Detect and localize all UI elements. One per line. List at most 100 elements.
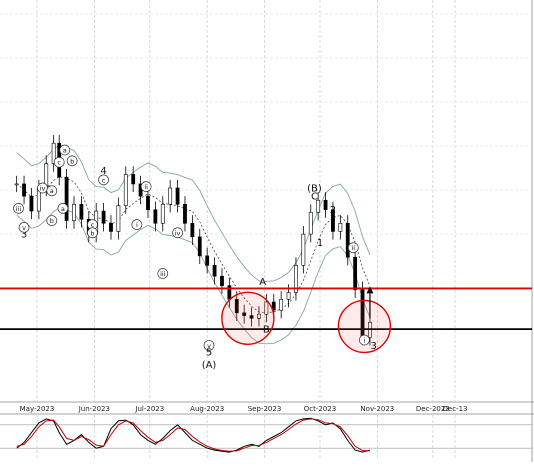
wave-label-circle bbox=[347, 242, 359, 254]
candle-body bbox=[338, 222, 343, 232]
wave-label: i bbox=[363, 337, 365, 345]
candle-body bbox=[116, 205, 121, 232]
wave-label-circle bbox=[59, 144, 71, 156]
candle-body bbox=[79, 203, 84, 220]
candle-body bbox=[197, 236, 202, 257]
candle-body bbox=[109, 222, 113, 232]
wave-label-circle bbox=[359, 334, 370, 346]
wave-label: c bbox=[91, 221, 95, 229]
wave-label: 2 bbox=[330, 205, 336, 216]
x-tick-label: Oct-2023 bbox=[304, 405, 336, 413]
x-tick-label: Dec-13 bbox=[443, 405, 468, 413]
candle-body bbox=[220, 275, 224, 287]
wave-label: b bbox=[50, 217, 54, 225]
wave-label: 3 bbox=[21, 230, 27, 241]
wave-label-circle bbox=[46, 185, 58, 197]
candle-body bbox=[22, 183, 26, 197]
candle-body bbox=[301, 233, 306, 266]
wave-label-circle bbox=[157, 268, 169, 279]
candle-body bbox=[64, 176, 69, 221]
candle-body bbox=[123, 174, 128, 206]
candle-body bbox=[323, 199, 328, 211]
wave-label: c bbox=[57, 159, 61, 167]
x-tick-label: May-2023 bbox=[20, 405, 55, 413]
wave-label-circle bbox=[98, 174, 109, 186]
candle-body bbox=[257, 313, 261, 319]
moving-average bbox=[16, 176, 371, 314]
candle-body bbox=[72, 203, 76, 221]
wave-label: 3 bbox=[370, 341, 376, 352]
wave-label-circle bbox=[57, 203, 69, 214]
candle-body bbox=[234, 298, 239, 314]
wave-label: ii bbox=[351, 244, 355, 252]
wave-label-circle bbox=[172, 227, 183, 239]
x-tick-label: Jun-2023 bbox=[78, 405, 110, 413]
wave-label-circle bbox=[46, 215, 58, 226]
wave-label: (A) bbox=[202, 360, 217, 371]
candle-body bbox=[153, 209, 158, 224]
candle-body bbox=[183, 203, 187, 224]
candle-body bbox=[14, 183, 19, 186]
candle-body bbox=[101, 210, 106, 224]
wave-label-circle bbox=[18, 222, 30, 233]
wave-label-circle bbox=[66, 155, 78, 167]
candle-body bbox=[271, 301, 276, 311]
candle-body bbox=[190, 222, 195, 238]
candle-body bbox=[175, 187, 180, 205]
wave-label: iii bbox=[160, 270, 166, 278]
candle-body bbox=[294, 265, 298, 293]
wave-label-circle bbox=[87, 227, 98, 239]
wave-label-circle bbox=[13, 203, 24, 214]
wave-label: b bbox=[90, 229, 94, 237]
wave-label: ii bbox=[144, 183, 148, 191]
wave-label: 1 bbox=[317, 238, 323, 249]
x-tick-label: Sep-2023 bbox=[248, 405, 282, 413]
wave-label: iv bbox=[40, 185, 46, 193]
candle-body bbox=[242, 312, 247, 316]
candle-body bbox=[279, 298, 284, 311]
x-tick-label: Dec-2023 bbox=[416, 405, 450, 413]
wave-label: iii bbox=[16, 205, 22, 213]
wave-label: a bbox=[50, 187, 54, 195]
candle-body bbox=[131, 174, 136, 185]
highlight-circle bbox=[221, 291, 275, 345]
wave-label: v bbox=[22, 224, 26, 232]
wave-label: C bbox=[311, 192, 318, 203]
candle-body bbox=[29, 195, 34, 212]
highlight-circle bbox=[337, 299, 392, 354]
wave-label: iv bbox=[175, 229, 181, 237]
candle-body bbox=[264, 301, 269, 315]
candle-body bbox=[205, 255, 210, 266]
oscillator-line-2 bbox=[16, 418, 370, 452]
candle-body bbox=[316, 199, 321, 213]
wave-label: A bbox=[259, 277, 266, 288]
wave-label-circle bbox=[131, 219, 143, 230]
wave-label: b bbox=[70, 157, 74, 165]
candle-body bbox=[353, 256, 358, 291]
wave-label: 5 bbox=[206, 348, 212, 359]
arrow-head bbox=[366, 286, 374, 294]
candle-body bbox=[249, 315, 254, 319]
candle-body bbox=[308, 212, 313, 235]
wave-label: a bbox=[63, 147, 67, 155]
wave-label-circle bbox=[140, 181, 152, 192]
wave-label: (B) bbox=[307, 184, 322, 195]
wave-label: i bbox=[136, 221, 138, 229]
wave-label: B bbox=[263, 325, 270, 336]
candle-body bbox=[160, 203, 165, 224]
wave-label: c bbox=[102, 176, 106, 184]
wave-label-circle bbox=[53, 156, 65, 168]
candle-body bbox=[286, 292, 291, 300]
candle-body bbox=[345, 222, 350, 258]
wave-label-circle bbox=[203, 340, 215, 351]
candle-body bbox=[331, 209, 335, 232]
candle-body bbox=[146, 195, 150, 211]
x-tick-label: Aug-2023 bbox=[190, 405, 224, 413]
candle-body bbox=[51, 142, 56, 164]
x-tick-label: Jul-2023 bbox=[134, 405, 164, 413]
wave-label: 4 bbox=[100, 166, 106, 177]
wave-label: a bbox=[61, 205, 65, 213]
